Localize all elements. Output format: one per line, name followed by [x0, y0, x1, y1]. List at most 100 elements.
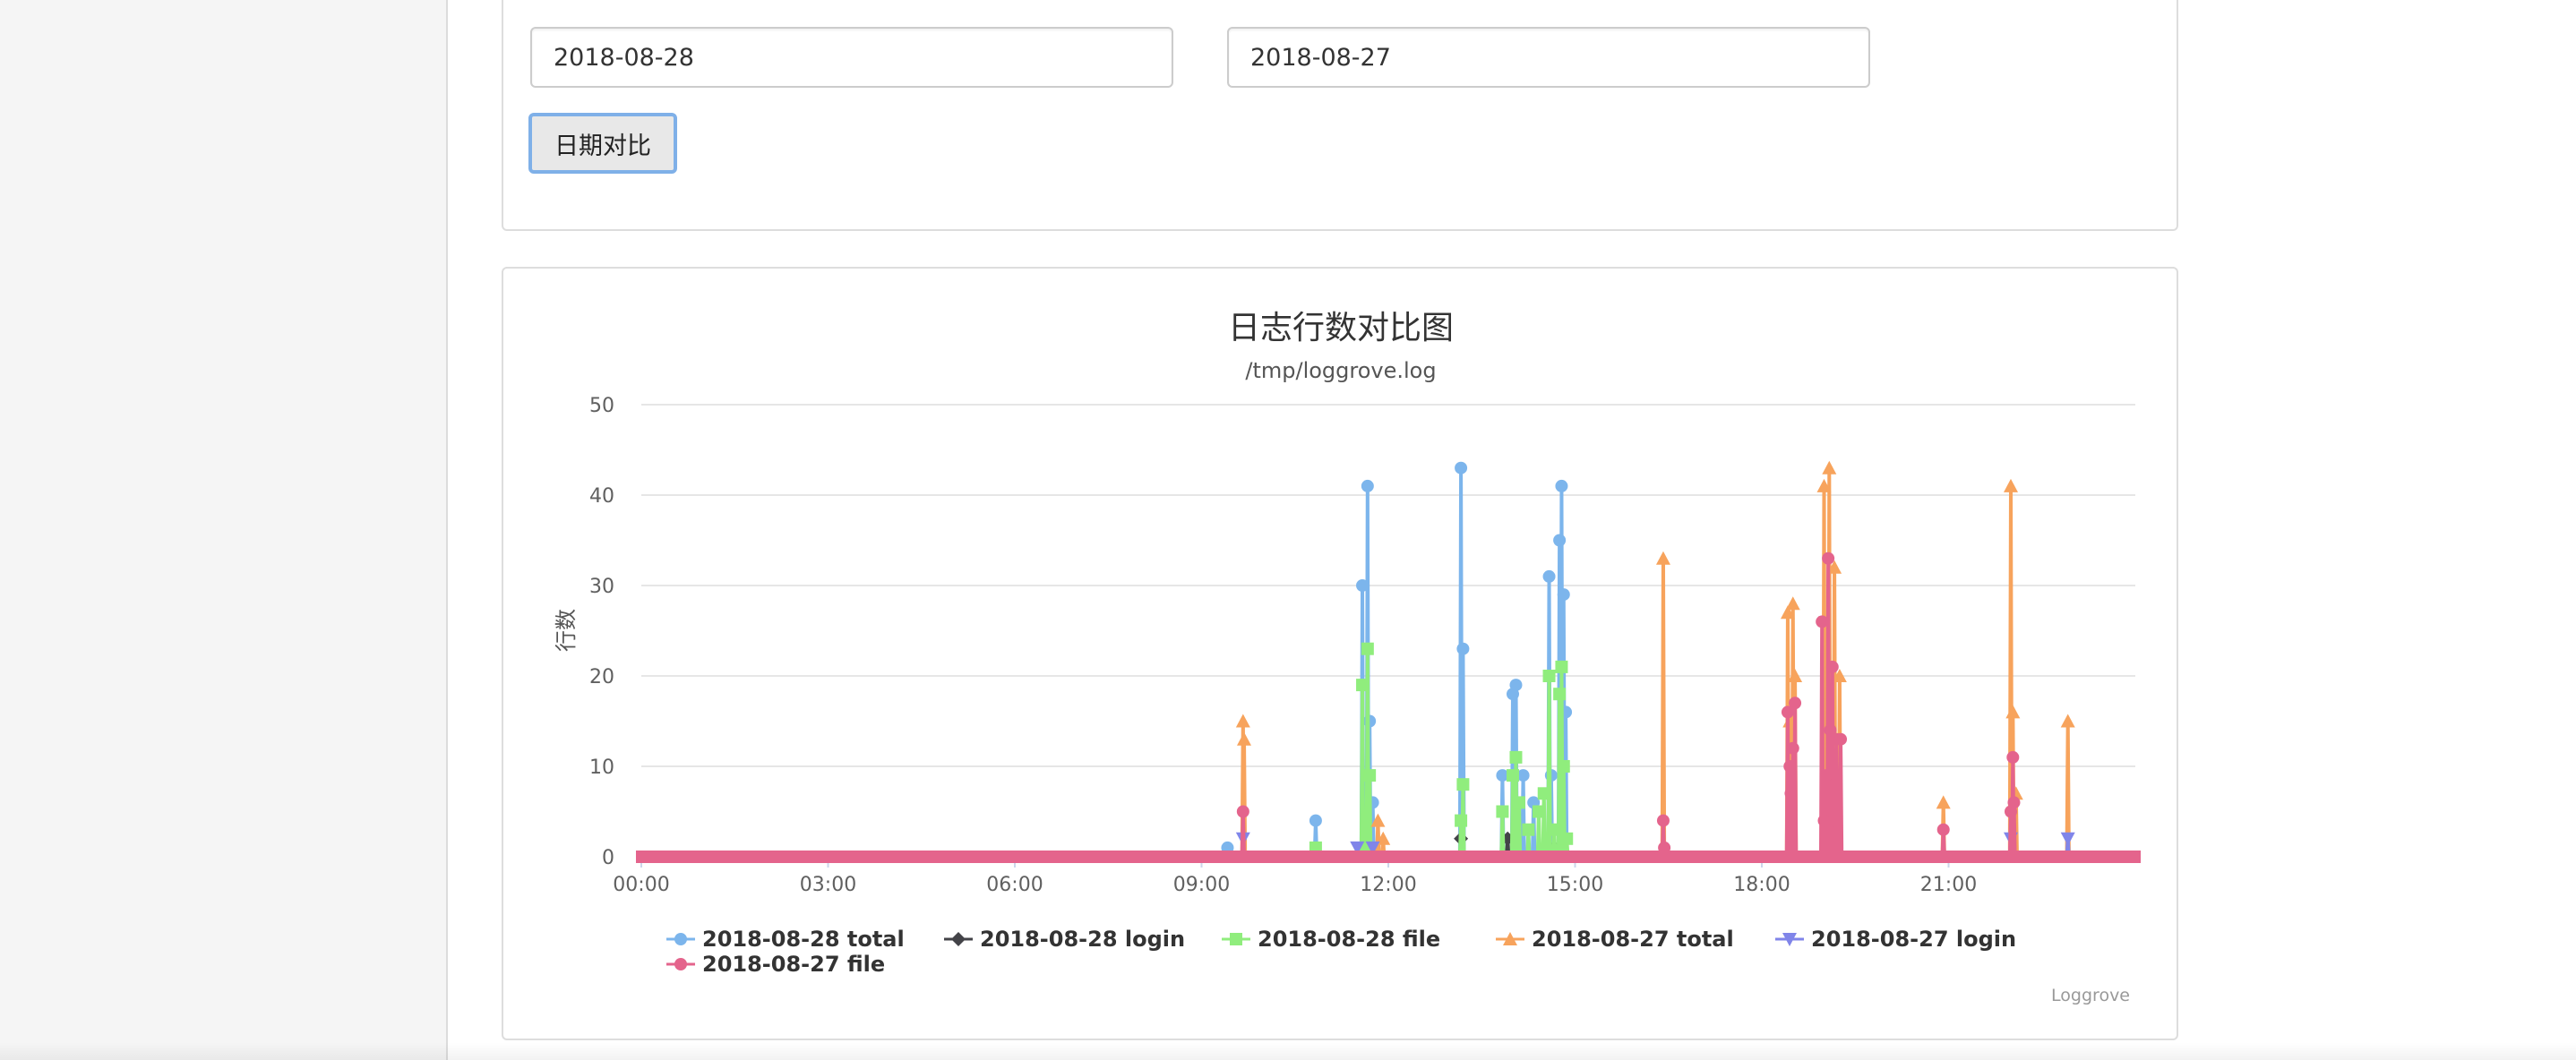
- data-point[interactable]: [1370, 813, 1386, 827]
- credits-label[interactable]: Loggrove: [2051, 986, 2130, 1005]
- legend-item[interactable]: 2018-08-27 login: [1775, 927, 2016, 952]
- data-point[interactable]: [1832, 669, 1847, 682]
- data-point[interactable]: [1557, 760, 1570, 773]
- data-point[interactable]: [1788, 669, 1803, 682]
- data-point[interactable]: [1785, 596, 1800, 611]
- data-point[interactable]: [1365, 841, 1380, 855]
- data-point[interactable]: [1522, 823, 1535, 836]
- chart-panel: [502, 267, 2178, 1040]
- data-point[interactable]: [1363, 769, 1377, 782]
- data-point[interactable]: [2006, 750, 2020, 764]
- y-tick-label: 20: [589, 666, 614, 688]
- data-point[interactable]: [1537, 787, 1550, 800]
- data-point[interactable]: [1356, 579, 1370, 592]
- series-3[interactable]: [641, 460, 2134, 859]
- data-point[interactable]: [1824, 723, 1837, 737]
- data-point[interactable]: [1361, 479, 1374, 492]
- legend-item[interactable]: 2018-08-28 file: [1222, 927, 1440, 952]
- data-point[interactable]: [1542, 569, 1556, 583]
- series-2[interactable]: [641, 642, 2134, 859]
- data-point[interactable]: [1350, 841, 1365, 855]
- data-point[interactable]: [1780, 605, 1795, 620]
- legend-marker: [1503, 932, 1517, 945]
- data-point[interactable]: [1816, 615, 1829, 628]
- data-point[interactable]: [1655, 551, 1670, 565]
- chart-title: 日志行数对比图: [1228, 310, 1454, 346]
- data-point[interactable]: [1507, 769, 1519, 782]
- data-point[interactable]: [1656, 814, 1670, 827]
- data-point[interactable]: [1817, 814, 1831, 827]
- data-point[interactable]: [2007, 796, 2021, 809]
- series-line[interactable]: [641, 646, 2134, 859]
- data-point[interactable]: [1555, 660, 1568, 673]
- data-point[interactable]: [1532, 805, 1545, 818]
- series-line[interactable]: [641, 556, 2134, 859]
- data-point[interactable]: [1456, 642, 1470, 655]
- legend-label[interactable]: 2018-08-27 total: [1532, 927, 1734, 952]
- data-point[interactable]: [1235, 714, 1250, 728]
- data-point[interactable]: [1512, 796, 1525, 809]
- legend-label[interactable]: 2018-08-27 login: [1811, 927, 2016, 952]
- legend[interactable]: 2018-08-28 total 2018-08-28 login 2018-08-…: [666, 927, 2016, 977]
- data-point[interactable]: [2004, 478, 2018, 492]
- data-point[interactable]: [1789, 697, 1802, 710]
- data-point[interactable]: [1548, 823, 1561, 836]
- data-point[interactable]: [1361, 642, 1374, 655]
- data-point[interactable]: [1542, 670, 1556, 682]
- data-point[interactable]: [1509, 750, 1523, 764]
- legend-item[interactable]: 2018-08-28 total: [666, 927, 905, 952]
- legend-item[interactable]: 2018-08-28 login: [944, 927, 1185, 952]
- data-point[interactable]: [1816, 478, 1832, 492]
- date-compare-button[interactable]: 日期对比: [528, 113, 677, 174]
- data-point[interactable]: [1783, 760, 1797, 773]
- data-point[interactable]: [1555, 479, 1568, 492]
- bottom-shadow: [0, 1042, 2576, 1060]
- data-point[interactable]: [2005, 705, 2021, 719]
- legend-item[interactable]: 2018-08-27 total: [1496, 927, 1734, 952]
- data-point[interactable]: [1516, 769, 1530, 782]
- data-point[interactable]: [1781, 705, 1794, 719]
- data-point[interactable]: [1819, 769, 1833, 782]
- legend-label[interactable]: 2018-08-28 file: [1258, 927, 1440, 952]
- series-line[interactable]: [641, 466, 2134, 859]
- data-point[interactable]: [1553, 534, 1567, 547]
- x-tick-label: 15:00: [1547, 874, 1603, 896]
- data-point[interactable]: [1784, 787, 1798, 800]
- data-point[interactable]: [1822, 460, 1837, 474]
- data-point[interactable]: [1455, 814, 1468, 827]
- data-point[interactable]: [1936, 823, 1950, 836]
- data-point[interactable]: [1786, 741, 1799, 755]
- data-point[interactable]: [1496, 805, 1509, 818]
- data-point[interactable]: [1557, 588, 1570, 602]
- date1-input[interactable]: [530, 27, 1173, 88]
- series-0[interactable]: [641, 461, 2134, 859]
- data-point[interactable]: [1827, 560, 1842, 574]
- series-line[interactable]: [641, 466, 2134, 859]
- data-point[interactable]: [1236, 805, 1249, 818]
- data-point[interactable]: [1496, 769, 1509, 782]
- data-point[interactable]: [1828, 814, 1842, 827]
- legend-marker: [674, 933, 687, 945]
- legend-item[interactable]: 2018-08-27 file: [666, 952, 885, 977]
- data-point[interactable]: [1822, 551, 1835, 565]
- legend-label[interactable]: 2018-08-28 login: [980, 927, 1185, 952]
- legend-label[interactable]: 2018-08-27 file: [702, 952, 885, 977]
- data-point[interactable]: [1936, 795, 1951, 809]
- data-point[interactable]: [1509, 679, 1523, 692]
- data-point[interactable]: [1834, 732, 1848, 746]
- data-point[interactable]: [1560, 832, 1574, 845]
- data-point[interactable]: [1309, 814, 1322, 827]
- data-point[interactable]: [1553, 688, 1567, 701]
- series-5[interactable]: [641, 551, 2134, 859]
- data-point[interactable]: [1825, 660, 1839, 673]
- date2-input[interactable]: [1227, 27, 1870, 88]
- data-point[interactable]: [1356, 679, 1370, 692]
- legend-label[interactable]: 2018-08-28 total: [702, 927, 905, 952]
- data-point[interactable]: [2060, 832, 2075, 846]
- data-point[interactable]: [1236, 731, 1251, 746]
- data-point[interactable]: [1455, 461, 1468, 474]
- data-point[interactable]: [1456, 778, 1470, 791]
- data-point[interactable]: [2060, 714, 2075, 728]
